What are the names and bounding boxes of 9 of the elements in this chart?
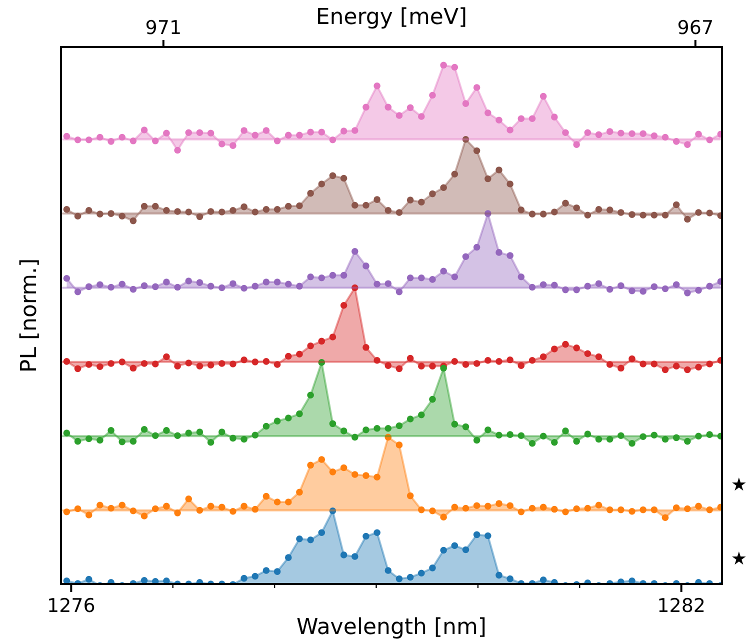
x2-tick-label: 967 [677, 17, 714, 39]
x2-axis-title: Energy [meV] [316, 5, 468, 30]
y-axis-title: PL [norm.] [17, 258, 42, 373]
x-tick-label: 1282 [657, 595, 706, 617]
x2-tick-label: 971 [145, 17, 182, 39]
text: ★ [730, 548, 747, 570]
x-tick-label: 1276 [46, 595, 96, 617]
text: ★ [730, 474, 747, 496]
x-axis-title: Wavelength [nm] [296, 615, 487, 640]
